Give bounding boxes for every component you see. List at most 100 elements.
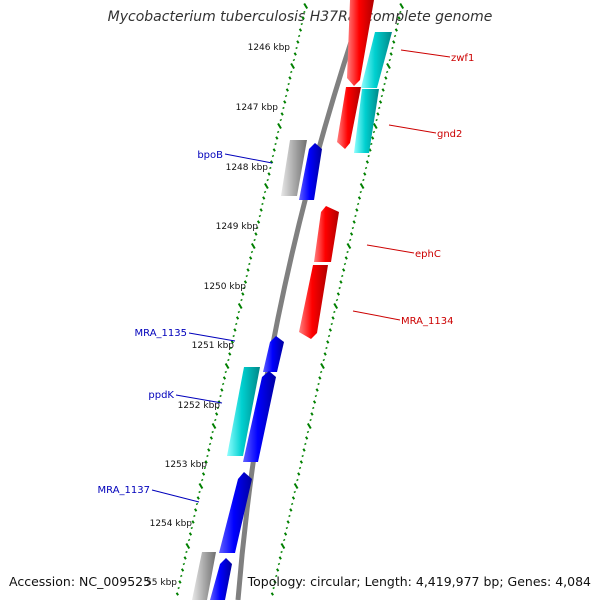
scale-tick-inner — [250, 250, 254, 254]
scale-tick-outer — [325, 346, 328, 350]
scale-tick-outer — [283, 532, 288, 536]
scale-tick-inner — [270, 160, 274, 164]
scale-tick-outer — [278, 556, 282, 560]
genome-backbone — [235, 0, 368, 600]
gene-zwf1[interactable] — [347, 0, 374, 86]
gene-ppdK[interactable] — [243, 371, 276, 462]
scale-tick-inner — [229, 346, 233, 350]
scale-tick-inner — [282, 106, 285, 110]
label-MRA_1135[interactable]: MRA_1135 — [135, 328, 187, 339]
scale-tick-inner — [256, 226, 259, 230]
gene-MRA_1134[interactable] — [299, 265, 328, 339]
scale-tick-outer — [351, 226, 355, 230]
scale-tick-inner — [283, 100, 287, 104]
gene-forward-cyan-2[interactable] — [354, 89, 379, 153]
scale-tick-outer — [399, 2, 405, 10]
label-ppdK[interactable]: ppdK — [148, 390, 174, 401]
gene-reverse-gray-1[interactable] — [281, 140, 307, 196]
scale-tick-inner — [175, 592, 179, 596]
scale-tick-outer — [359, 182, 365, 190]
accession-text: Accession: NC_009525 — [9, 574, 152, 589]
scale-tick-outer — [280, 550, 283, 554]
label-bpoB[interactable]: bpoB — [197, 150, 223, 161]
scale-tick-inner — [183, 556, 187, 560]
scale-tick-inner — [245, 274, 248, 278]
scale-tick-outer — [323, 352, 327, 356]
scale-tick-inner — [216, 406, 220, 410]
scale-tick-inner — [303, 10, 306, 14]
label-MRA_1134[interactable]: MRA_1134 — [401, 316, 453, 327]
scale-tick-outer — [299, 460, 303, 464]
gene-MRA_1135[interactable] — [263, 336, 284, 372]
scale-tick-outer — [322, 358, 326, 362]
scale-tick-outer — [354, 214, 357, 218]
gene-reverse-blue-end[interactable] — [210, 558, 232, 600]
scale-tick-outer — [301, 454, 304, 458]
scale-tick-outer — [343, 262, 347, 266]
scale-tick-inner — [279, 118, 283, 122]
leader-gnd2 — [388, 124, 437, 134]
scale-tick-outer — [381, 88, 385, 92]
scale-tick-inner — [208, 442, 212, 446]
scale-tick-outer — [363, 172, 367, 176]
scale-tick-outer — [389, 52, 393, 56]
scale-tick-outer — [304, 442, 307, 446]
label-gnd2[interactable]: gnd2 — [437, 129, 462, 140]
label-ephC[interactable]: ephC — [415, 249, 441, 260]
scale-tick-outer — [277, 562, 281, 566]
scale-tick-outer — [391, 46, 394, 50]
gene-forward-cyan-1[interactable] — [361, 32, 392, 88]
genome-summary-text: Topology: circular; Length: 4,419,977 bp… — [247, 574, 591, 589]
gene-reverse-cyan-1[interactable] — [227, 367, 260, 456]
leader-ephC — [366, 244, 415, 254]
scale-tick-inner — [267, 172, 271, 176]
scale-tick-inner — [180, 574, 183, 578]
scale-tick-outer — [298, 466, 302, 470]
scale-tick-inner — [277, 122, 282, 130]
scale-tick-outer — [336, 292, 340, 296]
scale-tick-outer — [306, 422, 312, 430]
scale-tick-outer — [378, 106, 381, 110]
scale-tick-outer — [318, 376, 322, 380]
scale-tick-inner — [194, 508, 198, 512]
scale-tick-outer — [270, 592, 274, 596]
scale-tick-inner — [269, 166, 272, 170]
scale-tick-inner — [300, 22, 303, 26]
scale-tick-inner — [178, 580, 182, 584]
scale-tick-outer — [305, 436, 309, 440]
scale-tick-inner — [196, 496, 200, 500]
scale-tick-outer — [376, 112, 380, 116]
leader-ppdK — [175, 394, 223, 404]
scale-tick-inner — [250, 242, 256, 250]
scale-tick-outer — [367, 154, 370, 158]
scale-tick-inner — [228, 352, 232, 356]
scale-tick-outer — [310, 412, 314, 416]
scale-tick-inner — [221, 382, 225, 386]
scale-tick-outer — [275, 574, 278, 578]
scale-tick-inner — [204, 460, 208, 464]
scale-tick-inner — [241, 292, 245, 296]
scale-tick-inner — [209, 436, 213, 440]
gene-gnd2[interactable] — [337, 87, 361, 149]
gene-ephC[interactable] — [314, 206, 339, 262]
leader-MRA_1137 — [151, 489, 200, 503]
scale-tick-outer — [346, 250, 349, 254]
scale-tick-outer — [297, 472, 301, 476]
scale-tick-inner — [237, 302, 243, 310]
scale-tick-outer — [328, 328, 332, 332]
gene-MRA_1137[interactable] — [219, 472, 252, 553]
scale-tick-outer — [375, 118, 378, 122]
gene-bpoB[interactable] — [299, 143, 322, 200]
label-MRA_1137[interactable]: MRA_1137 — [98, 485, 150, 496]
scale-tick-inner — [185, 542, 191, 550]
gene-reverse-gray-2[interactable] — [192, 552, 216, 600]
scale-tick-outer — [370, 142, 373, 146]
scale-tick-inner — [224, 362, 230, 370]
scale-label-1249: 1249 kbp — [216, 222, 259, 232]
label-zwf1[interactable]: zwf1 — [451, 53, 474, 64]
scale-tick-inner — [242, 286, 246, 290]
scale-tick-inner — [287, 82, 290, 86]
scale-tick-inner — [200, 478, 204, 482]
scale-tick-outer — [293, 490, 296, 494]
scale-label-1247: 1247 kbp — [236, 103, 279, 113]
